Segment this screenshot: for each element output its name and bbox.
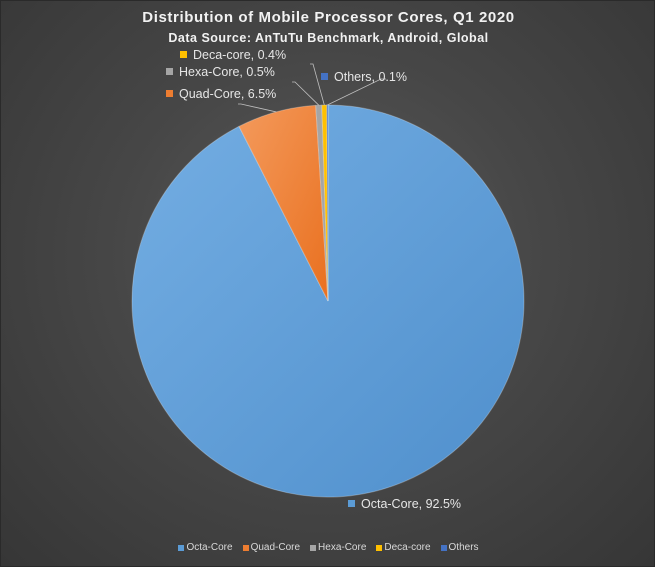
data-label-deca-core: Deca-core, 0.4%: [193, 48, 286, 62]
leader-line-quad-core: [238, 103, 277, 113]
data-label-key-others: [321, 73, 328, 80]
leader-line-deca-core: [310, 63, 325, 106]
legend-swatch-others: [440, 544, 447, 551]
legend-swatch-hexa-core: [310, 544, 317, 551]
pie-slice-octa-core: [131, 104, 525, 498]
pie-slice-quad-core: [238, 104, 329, 302]
legend: Octa-Core Quad-Core Hexa-Core Deca-core Othe…: [1, 542, 655, 553]
legend-item-octa-core: Octa-Core: [178, 542, 233, 553]
legend-swatch-octa-core: [178, 544, 185, 551]
legend-swatch-deca-core: [376, 544, 383, 551]
legend-swatch-quad-core: [242, 544, 249, 551]
legend-item-others: Others: [440, 542, 479, 553]
legend-label-quad-core: Quad-Core: [250, 542, 301, 553]
legend-label-octa-core: Octa-Core: [186, 542, 233, 553]
data-label-key-deca-core: [180, 51, 187, 58]
pie-slice-hexa-core: [315, 104, 329, 302]
legend-label-hexa-core: Hexa-Core: [318, 542, 367, 553]
legend-label-deca-core: Deca-core: [384, 542, 431, 553]
leader-line-others: [327, 78, 386, 106]
data-label-quad-core: Quad-Core, 6.5%: [179, 87, 276, 101]
legend-item-hexa-core: Hexa-Core: [310, 542, 366, 553]
data-label-key-hexa-core: [166, 68, 173, 75]
legend-item-deca-core: Deca-core: [376, 542, 431, 553]
chart-title: Distribution of Mobile Processor Cores, …: [142, 9, 515, 26]
data-label-hexa-core: Hexa-Core, 0.5%: [179, 65, 275, 79]
leader-line-hexa-core: [292, 81, 320, 106]
data-label-others: Others, 0.1%: [334, 70, 407, 84]
data-label-key-octa-core: [348, 500, 355, 507]
chart-subtitle: Data Source: AnTuTu Benchmark, Android, …: [168, 31, 489, 45]
legend-label-others: Others: [448, 542, 479, 553]
pie-slice-deca-core: [321, 104, 329, 302]
legend-item-quad-core: Quad-Core: [242, 542, 301, 553]
data-label-octa-core: Octa-Core, 92.5%: [361, 497, 461, 511]
data-label-key-quad-core: [166, 90, 173, 97]
